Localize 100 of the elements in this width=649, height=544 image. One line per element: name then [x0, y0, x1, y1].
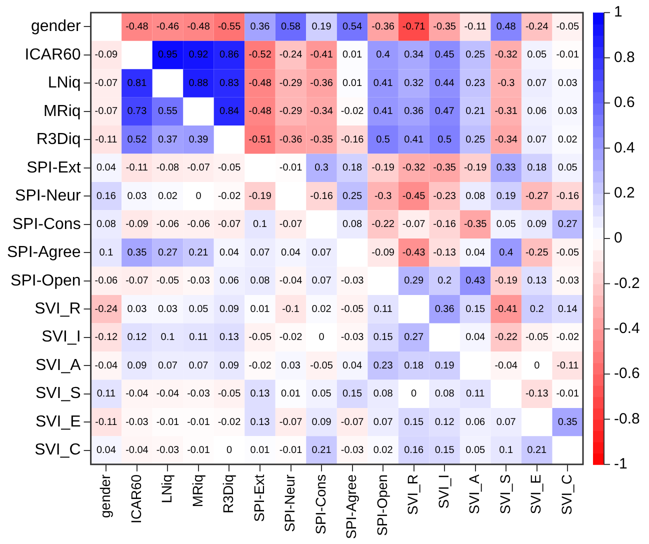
- data-label: -0.07: [126, 276, 149, 287]
- data-label: -0.05: [310, 360, 334, 372]
- data-label: 0.43: [466, 276, 486, 287]
- data-label: -0.11: [556, 360, 580, 372]
- data-label: 0.07: [496, 416, 516, 428]
- data-label: -0.29: [279, 106, 303, 118]
- data-label: 0.5: [376, 134, 390, 146]
- data-label: 0.2: [530, 304, 544, 315]
- x-tick-label: R3Diq: [220, 474, 236, 514]
- data-label: -0.04: [156, 388, 180, 400]
- x-tick-label: SVI_E: [528, 474, 544, 514]
- data-label: -0.03: [340, 332, 364, 344]
- data-label: 0.92: [188, 50, 209, 61]
- data-label: 0.1: [499, 445, 514, 456]
- data-label: 0.07: [373, 416, 394, 428]
- data-label: -0.07: [94, 78, 118, 89]
- data-label: -0.02: [218, 190, 242, 202]
- data-label: -0.04: [94, 360, 118, 372]
- data-label: 0.23: [373, 360, 394, 372]
- data-label: 0.84: [220, 106, 240, 118]
- data-label: 0.04: [342, 360, 362, 372]
- data-label: 0.04: [466, 247, 486, 258]
- color-bar-label: -0.8: [614, 410, 640, 428]
- data-label: -0.07: [279, 219, 303, 230]
- data-label: 0.2: [438, 276, 452, 287]
- data-label: 0.37: [158, 134, 178, 146]
- data-label: -0.01: [187, 416, 210, 428]
- data-label: 0.04: [96, 162, 116, 174]
- data-label: -0.51: [248, 134, 272, 146]
- data-label: -0.05: [156, 276, 180, 287]
- data-label: -0.02: [248, 360, 272, 372]
- data-label: -0.07: [340, 416, 364, 428]
- data-label: -0.32: [402, 162, 426, 174]
- data-label: 0.09: [527, 219, 548, 230]
- data-label: -0.03: [156, 445, 180, 456]
- data-label: -0.07: [94, 106, 118, 118]
- data-label: -0.05: [218, 162, 242, 174]
- data-label: -0.32: [494, 50, 518, 61]
- data-label: -0.35: [433, 162, 456, 174]
- data-label: 0.05: [496, 219, 516, 230]
- data-label: 0.05: [466, 445, 486, 456]
- data-label: 0.03: [558, 78, 578, 89]
- data-label: -0.29: [279, 78, 303, 89]
- data-label: -0.48: [248, 78, 272, 89]
- data-label: 0.01: [250, 445, 270, 456]
- data-label: 0.21: [527, 445, 548, 456]
- data-label: 0.13: [250, 388, 270, 400]
- data-label: 0.23: [466, 78, 486, 89]
- data-label: 0.04: [96, 445, 116, 456]
- data-label: 0.08: [96, 219, 116, 230]
- data-label: 0.08: [373, 388, 394, 400]
- data-label: 0.12: [127, 332, 148, 344]
- data-label: -0.09: [372, 247, 395, 258]
- data-label: -0.27: [525, 190, 549, 202]
- data-label: 0.19: [434, 360, 455, 372]
- data-label: 0.83: [220, 78, 240, 89]
- data-label: 0.48: [496, 21, 516, 32]
- data-label: 0.13: [527, 276, 548, 287]
- data-label: 0.05: [188, 304, 209, 315]
- data-label: -0.16: [340, 134, 364, 146]
- data-label: -0.09: [94, 50, 118, 61]
- color-bar-label: 1: [614, 4, 622, 21]
- data-label: 0.34: [404, 50, 424, 61]
- data-label: 0.5: [438, 134, 452, 146]
- y-tick-label: SVI_A: [35, 356, 82, 374]
- data-label: -0.01: [556, 388, 580, 400]
- data-label: -0.01: [279, 162, 303, 174]
- data-label: 0.27: [558, 219, 578, 230]
- data-label: 0.95: [158, 50, 178, 61]
- data-label: -0.16: [556, 190, 580, 202]
- data-label: 0.45: [434, 50, 455, 61]
- data-label: -0.02: [556, 332, 580, 344]
- x-tick-label: ICAR60: [128, 474, 144, 524]
- data-label: 0.29: [404, 276, 424, 287]
- data-label: -0.41: [494, 304, 518, 315]
- data-label: -0.05: [556, 21, 580, 32]
- data-label: 0.07: [312, 247, 332, 258]
- data-label: -0.23: [433, 190, 456, 202]
- data-label: -0.01: [187, 445, 210, 456]
- data-label: 0.13: [250, 416, 270, 428]
- data-label: -0.41: [310, 50, 334, 61]
- data-label: -0.02: [340, 106, 364, 118]
- data-label: 0.35: [558, 416, 578, 428]
- data-label: 0.06: [466, 416, 486, 428]
- data-label: 0.33: [496, 162, 516, 174]
- data-label: 0: [196, 190, 202, 202]
- y-tick-label: SPI-Neur: [15, 188, 82, 205]
- data-label: -0.13: [525, 388, 549, 400]
- data-label: -0.03: [556, 276, 580, 287]
- y-tick-label: gender: [30, 18, 82, 36]
- data-label: -0.71: [402, 21, 426, 32]
- data-label: -0.24: [279, 50, 303, 61]
- data-label: 0.18: [404, 360, 424, 372]
- data-label: 0.02: [158, 190, 178, 202]
- data-label: 0.07: [158, 360, 178, 372]
- y-tick-label: MRiq: [43, 102, 81, 120]
- x-tick-label: MRiq: [189, 474, 206, 508]
- data-label: 0.03: [558, 106, 578, 118]
- data-label: 0.09: [220, 360, 240, 372]
- data-label: -0.08: [156, 162, 180, 174]
